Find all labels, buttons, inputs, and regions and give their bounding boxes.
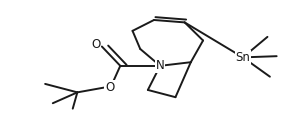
Text: N: N [156,59,164,72]
Text: O: O [105,81,114,94]
Text: Sn: Sn [236,51,250,64]
Text: O: O [91,38,100,51]
